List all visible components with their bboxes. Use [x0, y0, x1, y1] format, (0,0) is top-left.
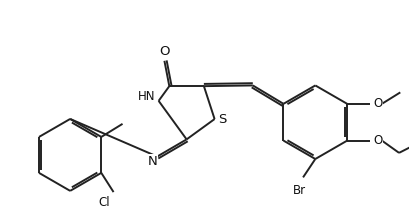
Text: N: N	[147, 155, 157, 168]
Text: Br: Br	[292, 184, 305, 197]
Text: O: O	[372, 97, 382, 110]
Text: Cl: Cl	[99, 196, 110, 209]
Text: O: O	[372, 134, 382, 147]
Text: HN: HN	[137, 90, 155, 103]
Text: S: S	[217, 113, 226, 126]
Text: O: O	[159, 45, 169, 58]
